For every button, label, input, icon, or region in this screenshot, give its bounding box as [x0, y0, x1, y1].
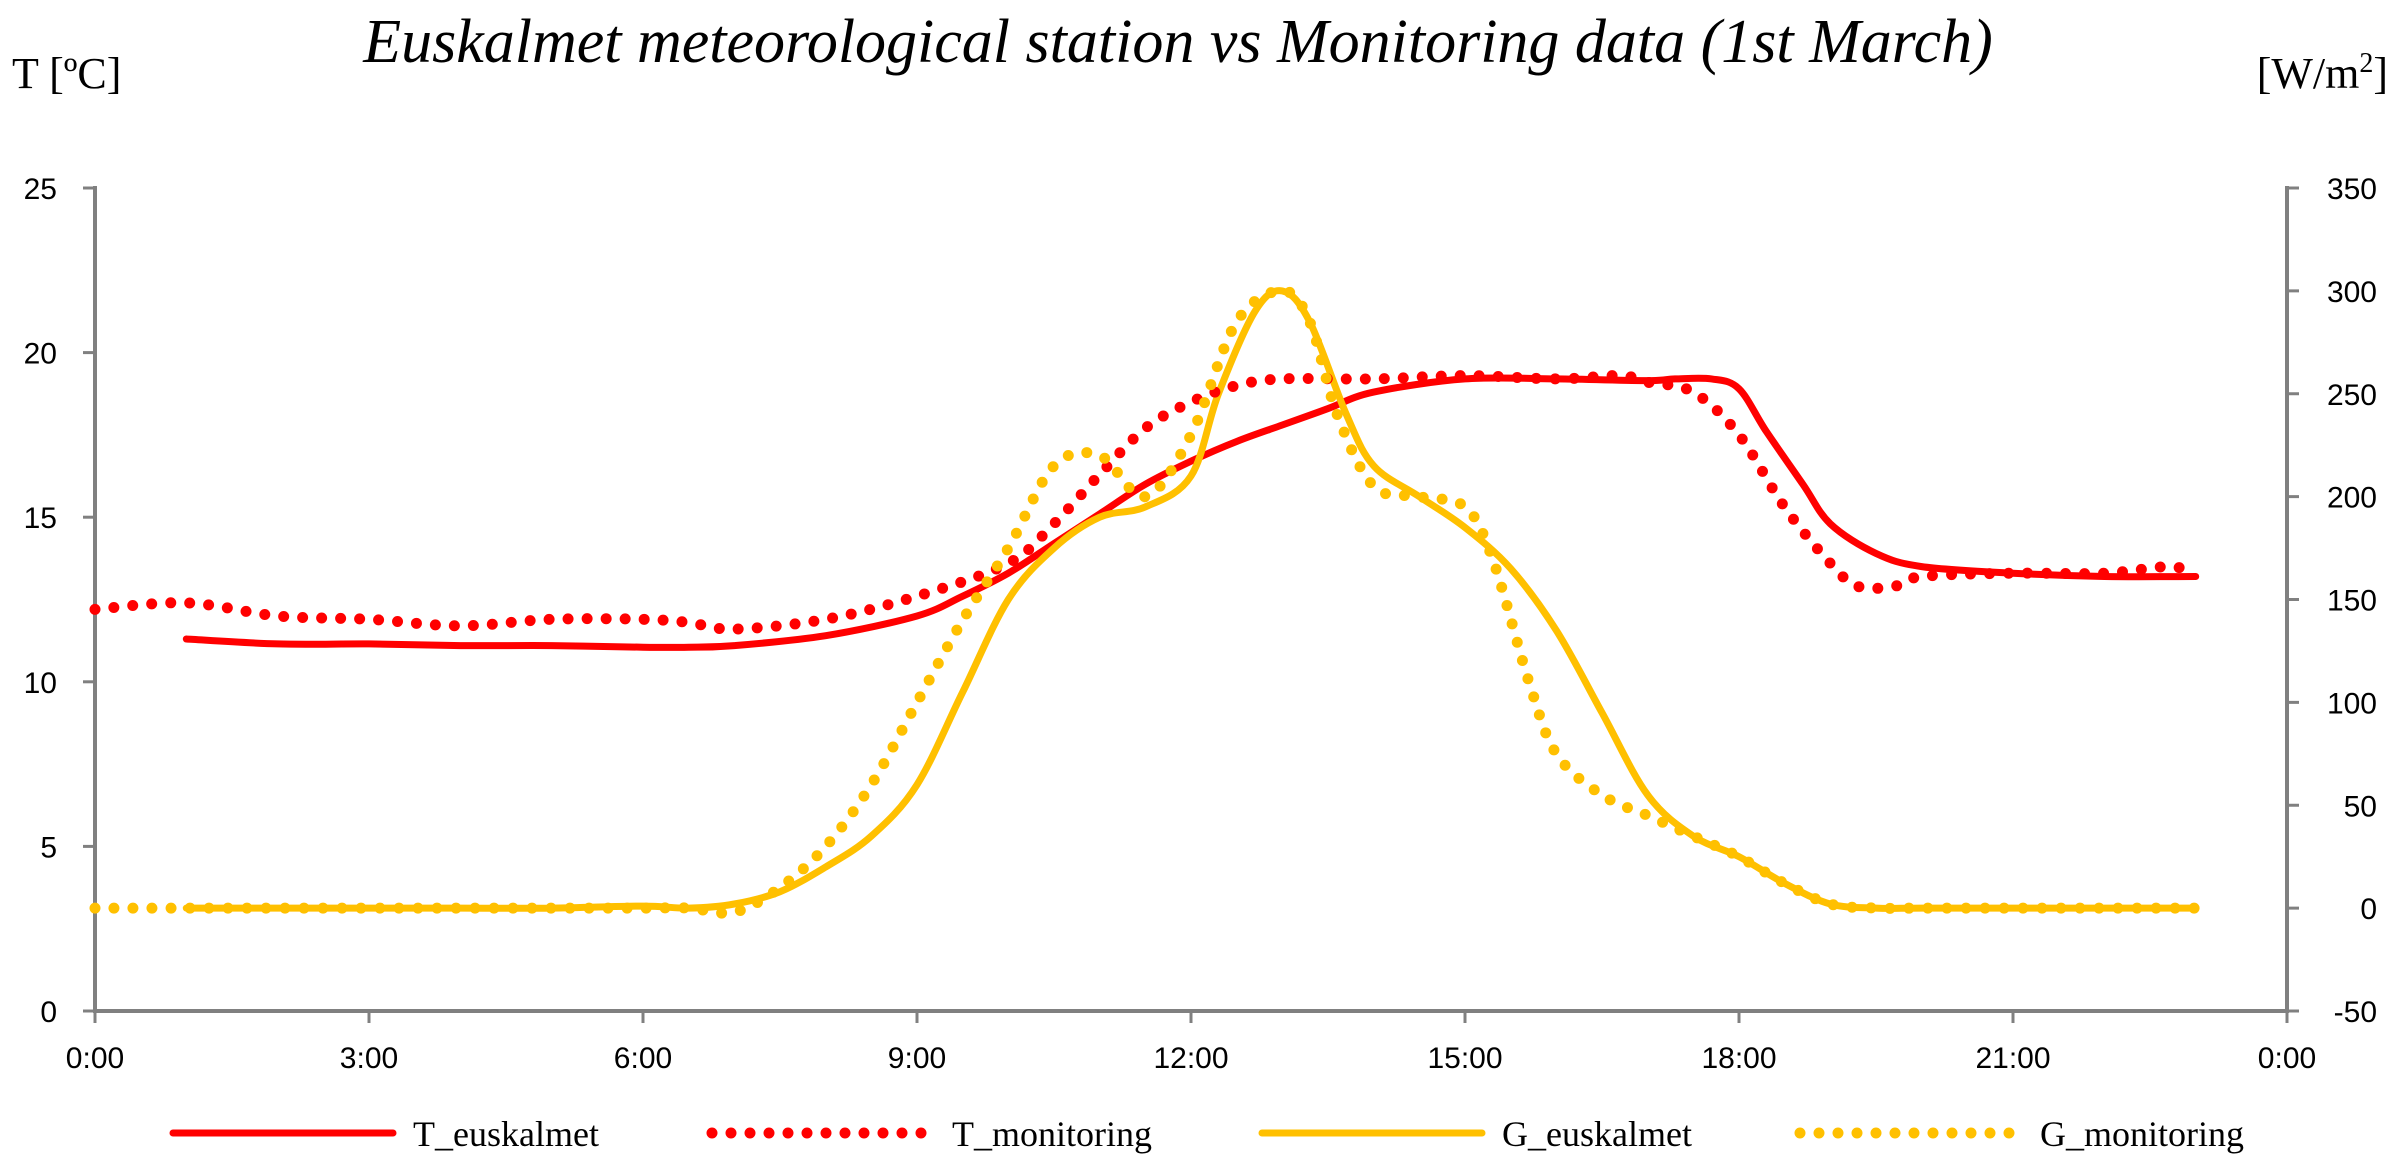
y-right-tick-label: 250	[2327, 379, 2377, 412]
series-line-g-euskalmet	[182, 287, 2200, 912]
y-right-tick-label: 350	[2327, 173, 2377, 206]
legend-item-t-euskalmet: T_euskalmet	[169, 1114, 599, 1154]
legend-label-t-monitoring: T_monitoring	[952, 1114, 1152, 1154]
y-left-tick-label: 10	[24, 667, 57, 700]
x-tick-label: 0:00	[2258, 1042, 2316, 1075]
y-right-tick-label: 200	[2327, 482, 2377, 515]
y-right-tick-label: -50	[2334, 996, 2377, 1029]
series-line-g-monitoring	[89, 285, 2202, 919]
series-line-t-euskalmet	[182, 374, 2200, 651]
y-left-tick-label: 15	[24, 502, 57, 535]
y-right-tick-label: 50	[2344, 790, 2377, 823]
y-left-tick-label: 20	[24, 338, 57, 371]
legend: T_euskalmet T_monitoring G_euskalmet G_moni…	[169, 1114, 2244, 1154]
legend-item-g-euskalmet: G_euskalmet	[1258, 1114, 1692, 1154]
x-tick-label: 12:00	[1153, 1042, 1228, 1075]
y-right-axis-label-superscript: 2	[2359, 48, 2373, 79]
x-tick-label: 3:00	[340, 1042, 398, 1075]
x-tick-label: 9:00	[888, 1042, 946, 1075]
chart-title: Euskalmet meteorological station vs Moni…	[362, 8, 1993, 76]
y-right-tick-label: 300	[2327, 276, 2377, 309]
y-right-tick-label: 100	[2327, 687, 2377, 720]
axes-group: 0 5 10 15 20 25 -50 0 50 100 150 200 250 300 350 0:00 3:…	[24, 173, 2377, 1075]
x-tick-label: 15:00	[1427, 1042, 1502, 1075]
y-left-tick-label: 25	[24, 173, 57, 206]
legend-label-g-euskalmet: G_euskalmet	[1502, 1114, 1692, 1154]
y-left-axis-label: T [ºC]	[12, 49, 121, 98]
legend-label-t-euskalmet: T_euskalmet	[413, 1114, 599, 1154]
y-right-axis-label: [W/m2]	[2257, 48, 2388, 98]
x-tick-label: 18:00	[1701, 1042, 1776, 1075]
y-left-tick-label: 0	[40, 996, 57, 1029]
x-tick-label: 0:00	[66, 1042, 124, 1075]
x-tick-label: 21:00	[1975, 1042, 2050, 1075]
y-left-tick-label: 5	[40, 831, 57, 864]
legend-item-t-monitoring: T_monitoring	[706, 1114, 1152, 1154]
legend-label-g-monitoring: G_monitoring	[2040, 1114, 2244, 1154]
y-right-tick-label: 150	[2327, 585, 2377, 618]
y-right-tick-label: 0	[2360, 893, 2377, 926]
legend-item-g-monitoring: G_monitoring	[1794, 1114, 2244, 1154]
series-group	[89, 285, 2202, 919]
series-line-t-monitoring	[89, 370, 2202, 635]
x-tick-label: 6:00	[614, 1042, 672, 1075]
